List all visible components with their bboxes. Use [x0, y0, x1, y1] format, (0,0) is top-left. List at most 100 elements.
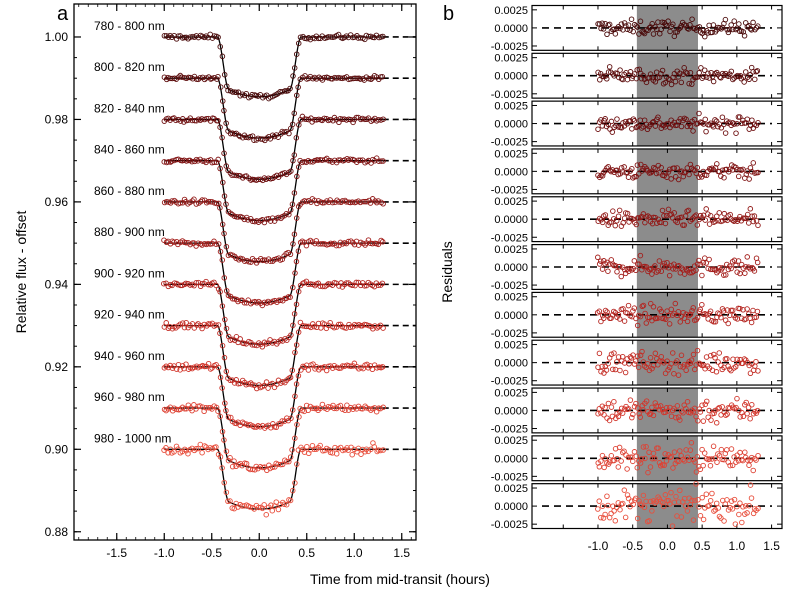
band-data-point [199, 197, 205, 203]
band-data-point [290, 241, 296, 247]
residual-point [710, 443, 717, 450]
residual-point [706, 165, 713, 172]
band-data-point [197, 117, 204, 123]
band-data-point [291, 190, 298, 196]
residual-point [677, 448, 683, 454]
band-data-point [193, 446, 199, 452]
residual-point [641, 504, 648, 511]
band-data-point [380, 201, 386, 207]
residual-ytick-label: -0.0025 [491, 424, 528, 436]
band-data-point [183, 319, 189, 326]
residual-point [744, 254, 751, 260]
residual-point [602, 363, 609, 370]
residual-point [696, 110, 702, 117]
residual-point [677, 363, 684, 370]
residual-point [747, 72, 753, 78]
residual-point [627, 397, 634, 403]
band-data-point [309, 405, 316, 411]
residual-point [611, 26, 617, 32]
band-data-point [221, 354, 228, 361]
band-data-point [247, 134, 254, 140]
residual-point [614, 456, 620, 462]
band-data-point [181, 34, 188, 41]
residual-point [743, 399, 749, 406]
residual-point [744, 510, 750, 516]
residual-point [655, 216, 662, 223]
residual-point [602, 116, 608, 122]
band-data-point [291, 231, 298, 237]
residual-point [749, 401, 755, 408]
band-data-point [191, 325, 198, 331]
band-data-point [288, 415, 294, 422]
residual-point [596, 261, 603, 267]
band-data-point [349, 282, 356, 289]
band-data-point [278, 461, 284, 468]
residual-point [750, 160, 757, 166]
band-data-point [197, 322, 204, 329]
band-data-point [355, 157, 362, 163]
band-data-point [292, 435, 298, 441]
residual-point [684, 398, 691, 405]
residual-point [713, 500, 720, 507]
residual-point [684, 454, 691, 461]
band-data-point [319, 157, 325, 163]
residual-point [631, 403, 638, 410]
band-data-point [207, 241, 214, 247]
band-data-point [277, 421, 284, 427]
band-data-point [289, 407, 296, 413]
band-data-point [223, 448, 230, 455]
band-data-point [161, 280, 167, 287]
residual-point [674, 358, 680, 364]
residual-point [724, 355, 730, 362]
residual-point [631, 258, 638, 264]
residual-point [700, 516, 707, 523]
residual-point [735, 258, 742, 264]
band-data-point [223, 489, 230, 496]
residual-point [752, 76, 758, 83]
residual-point [683, 405, 689, 412]
residual-point [715, 406, 721, 412]
band-data-point [276, 421, 282, 427]
residual-point [706, 256, 712, 263]
band-data-point [321, 74, 328, 81]
residual-point [723, 272, 729, 278]
residual-point [709, 456, 715, 462]
residual-point [747, 370, 754, 377]
band-data-point [217, 165, 223, 172]
residual-point [611, 398, 617, 405]
residual-point [724, 26, 730, 33]
residual-point [731, 454, 737, 460]
residual-point [599, 503, 606, 509]
residual-point [728, 68, 735, 75]
residual-point [659, 499, 666, 506]
band-data-point [328, 34, 334, 40]
residual-subpanel: 0.0025 0.0000 -0.0025 [491, 244, 783, 292]
residual-point [684, 70, 690, 76]
residual-point [637, 214, 644, 221]
residual-point [753, 68, 759, 75]
band-data-point [287, 497, 294, 504]
residual-point [611, 124, 618, 131]
band-data-point [225, 87, 231, 94]
residual-point [699, 301, 705, 308]
residual-point [755, 169, 761, 176]
residual-point [618, 458, 624, 464]
residual-point [622, 514, 629, 521]
residual-point [625, 302, 632, 309]
residual-point [648, 169, 654, 176]
band-data-point [215, 408, 221, 414]
band-data-point [194, 322, 200, 328]
residual-point [599, 173, 606, 179]
band-data-point [199, 325, 205, 332]
residual-ytick-label: 0.0000 [494, 453, 528, 465]
band-data-point [296, 122, 302, 128]
residual-point [695, 418, 701, 424]
residual-point [710, 78, 717, 85]
residual-point [748, 495, 755, 501]
residual-point [640, 492, 647, 499]
residual-point [594, 309, 601, 316]
residual-point [652, 165, 658, 172]
residual-ytick-label: -0.0025 [491, 519, 528, 531]
panel-a-ytick-label: 0.98 [45, 112, 69, 126]
residual-point [600, 26, 607, 32]
